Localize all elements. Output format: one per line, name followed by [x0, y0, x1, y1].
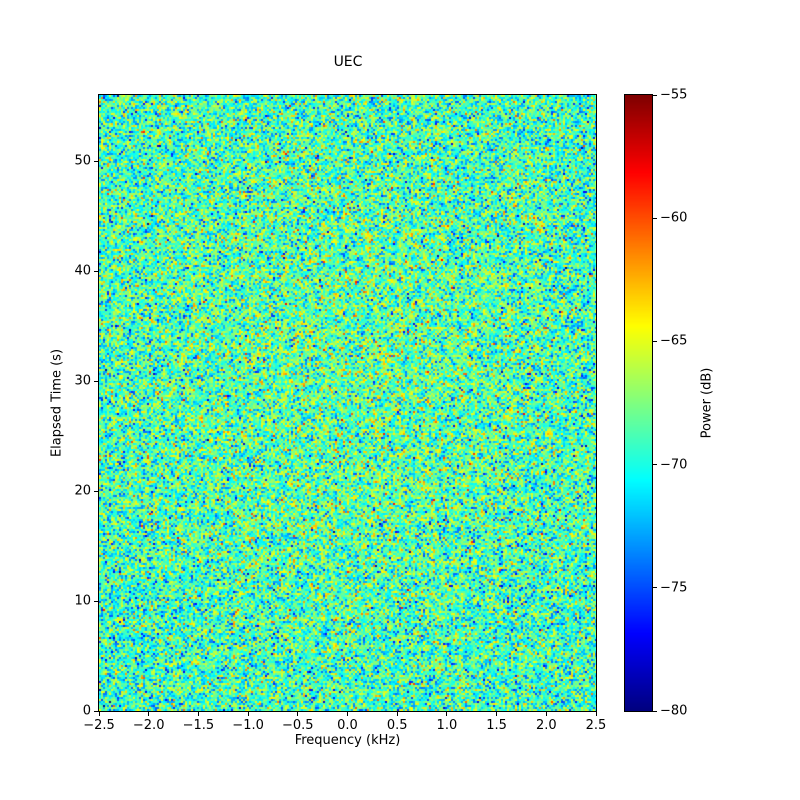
y-tick-label: 30: [74, 373, 91, 389]
colorbar-tick-mark: [653, 340, 657, 342]
x-tick-mark: [347, 712, 348, 716]
y-tick-mark: [94, 600, 98, 602]
x-tick-label: 0.5: [386, 718, 408, 733]
x-tick-mark: [98, 712, 100, 716]
colorbar-label: Power (dB): [699, 367, 715, 439]
x-tick-label: 2.5: [585, 718, 607, 733]
x-tick-label: −2.0: [132, 718, 165, 733]
colorbar-tick-label: −65: [660, 333, 688, 349]
x-tick-label: 1.0: [436, 718, 458, 733]
spectrogram-axes: [98, 94, 597, 712]
x-tick-mark: [545, 712, 547, 716]
x-tick-mark: [496, 712, 498, 716]
y-tick-label: 0: [82, 703, 91, 719]
colorbar-tick-mark: [653, 587, 657, 589]
colorbar-tick-label: −60: [660, 210, 688, 226]
x-tick-label: 2.0: [535, 718, 557, 733]
y-tick-mark: [94, 270, 98, 272]
x-tick-label: −0.5: [282, 718, 314, 733]
spectrogram-canvas: [99, 95, 596, 711]
x-tick-mark: [247, 712, 249, 716]
y-tick-label: 10: [74, 593, 91, 609]
x-tick-mark: [197, 712, 199, 716]
colorbar-tick-mark: [653, 710, 657, 712]
colorbar-tick-mark: [653, 217, 657, 219]
colorbar-tick-mark: [653, 94, 657, 96]
y-tick-mark: [94, 380, 98, 382]
x-tick-mark: [446, 712, 448, 716]
colorbar-tick-label: −55: [660, 87, 688, 103]
y-tick-mark: [94, 490, 98, 492]
colorbar-tick-mark: [653, 464, 657, 466]
colorbar-canvas: [625, 95, 652, 711]
y-axis-label: Elapsed Time (s): [49, 348, 65, 458]
x-tick-label: −2.5: [83, 718, 115, 733]
colorbar-tick-label: −75: [660, 580, 688, 596]
x-tick-label: 0.0: [337, 718, 358, 733]
colorbar-tick-label: −70: [660, 457, 688, 473]
plot-title: UEC: [333, 54, 363, 70]
x-tick-label: −1.5: [182, 718, 215, 733]
x-tick-mark: [297, 712, 299, 716]
y-tick-label: 40: [74, 263, 91, 279]
y-tick-label: 20: [74, 483, 91, 499]
y-tick-label: 50: [74, 153, 91, 169]
colorbar: [624, 94, 653, 712]
x-tick-mark: [595, 712, 597, 716]
x-tick-mark: [148, 712, 150, 716]
y-tick-mark: [94, 710, 98, 712]
x-tick-label: 1.5: [486, 718, 507, 733]
x-tick-mark: [396, 712, 398, 716]
x-axis-label: Frequency (kHz): [294, 733, 401, 748]
y-tick-mark: [94, 160, 98, 162]
x-tick-label: −1.0: [232, 718, 264, 733]
colorbar-tick-label: −80: [660, 703, 688, 719]
